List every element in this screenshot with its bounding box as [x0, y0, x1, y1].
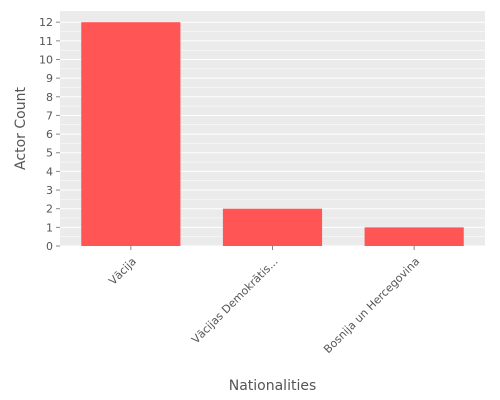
y-tick-label: 11 [39, 35, 53, 48]
y-tick-label: 8 [46, 91, 53, 104]
y-tick-label: 3 [46, 184, 53, 197]
x-tick-label: Vācija [106, 255, 139, 288]
x-tick-label: Vācijas Demokrātis... [189, 255, 280, 346]
y-tick-label: 9 [46, 72, 53, 85]
bar [222, 208, 323, 246]
bars [81, 22, 464, 246]
y-tick-label: 4 [46, 165, 53, 178]
y-tick-label: 1 [46, 221, 53, 234]
y-tick-label: 5 [46, 147, 53, 160]
y-axis-title: Actor Count [13, 87, 29, 170]
bar [81, 22, 181, 246]
y-tick-label: 7 [46, 109, 53, 122]
y-tick-label: 12 [39, 16, 53, 29]
y-tick-label: 6 [46, 128, 53, 141]
y-tick-label: 0 [46, 240, 53, 253]
y-tick-label: 2 [46, 203, 53, 216]
x-axis-ticks: Vācija Vācijas Demokrātis... Bosnija un He… [106, 246, 422, 356]
x-tick-label: Bosnija un Hercegovina [321, 255, 422, 356]
bar [364, 227, 464, 246]
x-axis-title: Nationalities [229, 378, 317, 394]
y-tick-label: 10 [39, 53, 53, 66]
